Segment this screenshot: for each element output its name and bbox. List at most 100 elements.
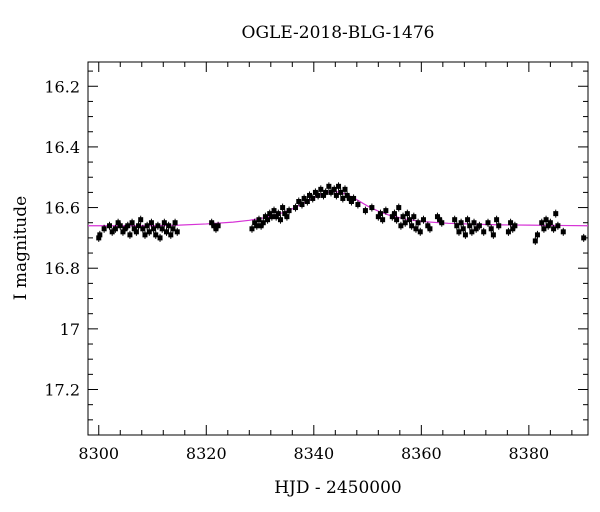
data-point bbox=[336, 182, 342, 191]
point-marker bbox=[142, 232, 148, 238]
data-point bbox=[581, 233, 587, 242]
point-marker bbox=[97, 232, 103, 238]
point-marker bbox=[328, 189, 334, 195]
data-point bbox=[318, 185, 324, 194]
point-marker bbox=[473, 226, 479, 232]
point-marker bbox=[172, 220, 178, 226]
data-point bbox=[140, 224, 146, 233]
y-tick-label: 16.8 bbox=[44, 259, 80, 278]
y-tick-label: 17.2 bbox=[44, 381, 80, 400]
data-point bbox=[427, 224, 433, 233]
data-point bbox=[460, 224, 466, 233]
data-point bbox=[256, 215, 262, 224]
point-marker bbox=[469, 229, 475, 235]
point-marker bbox=[456, 229, 462, 235]
point-marker bbox=[168, 232, 174, 238]
point-marker bbox=[481, 229, 487, 235]
point-marker bbox=[249, 226, 255, 232]
data-point bbox=[351, 194, 357, 203]
point-marker bbox=[383, 208, 389, 214]
data-point bbox=[275, 209, 281, 218]
point-marker bbox=[310, 195, 316, 201]
data-point bbox=[170, 224, 176, 233]
point-marker bbox=[260, 220, 266, 226]
point-marker bbox=[296, 198, 302, 204]
point-marker bbox=[340, 195, 346, 201]
data-point bbox=[458, 218, 464, 227]
data-point bbox=[293, 203, 299, 212]
data-point bbox=[462, 230, 468, 239]
point-marker bbox=[375, 214, 381, 220]
y-tick-label: 16.4 bbox=[44, 138, 80, 157]
data-point bbox=[553, 209, 559, 218]
point-marker bbox=[398, 223, 404, 229]
point-marker bbox=[151, 226, 157, 232]
data-point bbox=[286, 206, 292, 215]
point-marker bbox=[377, 211, 383, 217]
data-point bbox=[301, 194, 307, 203]
point-marker bbox=[159, 226, 165, 232]
data-point bbox=[107, 221, 113, 230]
data-point bbox=[512, 221, 518, 230]
data-point bbox=[362, 206, 368, 215]
point-marker bbox=[265, 217, 271, 223]
point-marker bbox=[211, 223, 217, 229]
point-marker bbox=[471, 220, 477, 226]
point-marker bbox=[344, 192, 350, 198]
data-point bbox=[396, 203, 402, 212]
data-point bbox=[471, 218, 477, 227]
data-point bbox=[411, 212, 417, 221]
point-marker bbox=[465, 217, 471, 223]
data-point bbox=[369, 203, 375, 212]
point-marker bbox=[174, 229, 180, 235]
data-point bbox=[307, 191, 313, 200]
point-marker bbox=[409, 223, 415, 229]
point-marker bbox=[129, 220, 135, 226]
data-point bbox=[310, 194, 316, 203]
data-point bbox=[473, 224, 479, 233]
point-marker bbox=[254, 223, 260, 229]
data-point bbox=[122, 224, 128, 233]
point-marker bbox=[209, 220, 215, 226]
data-point bbox=[133, 227, 139, 236]
point-marker bbox=[346, 195, 352, 201]
point-marker bbox=[338, 189, 344, 195]
data-points-layer bbox=[96, 182, 587, 245]
data-point bbox=[481, 227, 487, 236]
data-point bbox=[415, 218, 421, 227]
data-point bbox=[125, 221, 131, 230]
data-point bbox=[323, 188, 329, 197]
point-marker bbox=[146, 229, 152, 235]
data-point bbox=[551, 224, 557, 233]
point-marker bbox=[413, 226, 419, 232]
point-marker bbox=[267, 211, 273, 217]
point-marker bbox=[301, 195, 307, 201]
data-point bbox=[331, 185, 337, 194]
point-marker bbox=[490, 232, 496, 238]
data-point bbox=[159, 224, 165, 233]
data-point bbox=[454, 221, 460, 230]
point-marker bbox=[389, 214, 395, 220]
point-marker bbox=[437, 217, 443, 223]
point-marker bbox=[415, 220, 421, 226]
point-marker bbox=[541, 226, 547, 232]
data-point bbox=[153, 230, 159, 239]
data-point bbox=[172, 218, 178, 227]
data-point bbox=[420, 215, 426, 224]
point-marker bbox=[269, 214, 275, 220]
data-point bbox=[117, 221, 123, 230]
point-marker bbox=[280, 205, 286, 211]
x-tick-label: 8300 bbox=[78, 444, 119, 463]
chart-title: OGLE-2018-BLG-1476 bbox=[242, 23, 435, 43]
point-marker bbox=[336, 183, 342, 189]
data-point bbox=[249, 224, 255, 233]
data-point bbox=[398, 221, 404, 230]
x-tick-label: 8380 bbox=[509, 444, 550, 463]
point-marker bbox=[120, 229, 126, 235]
data-point bbox=[163, 227, 169, 236]
data-point bbox=[265, 215, 271, 224]
point-marker bbox=[144, 223, 150, 229]
data-point bbox=[136, 221, 142, 230]
data-point bbox=[280, 203, 286, 212]
point-marker bbox=[543, 217, 549, 223]
